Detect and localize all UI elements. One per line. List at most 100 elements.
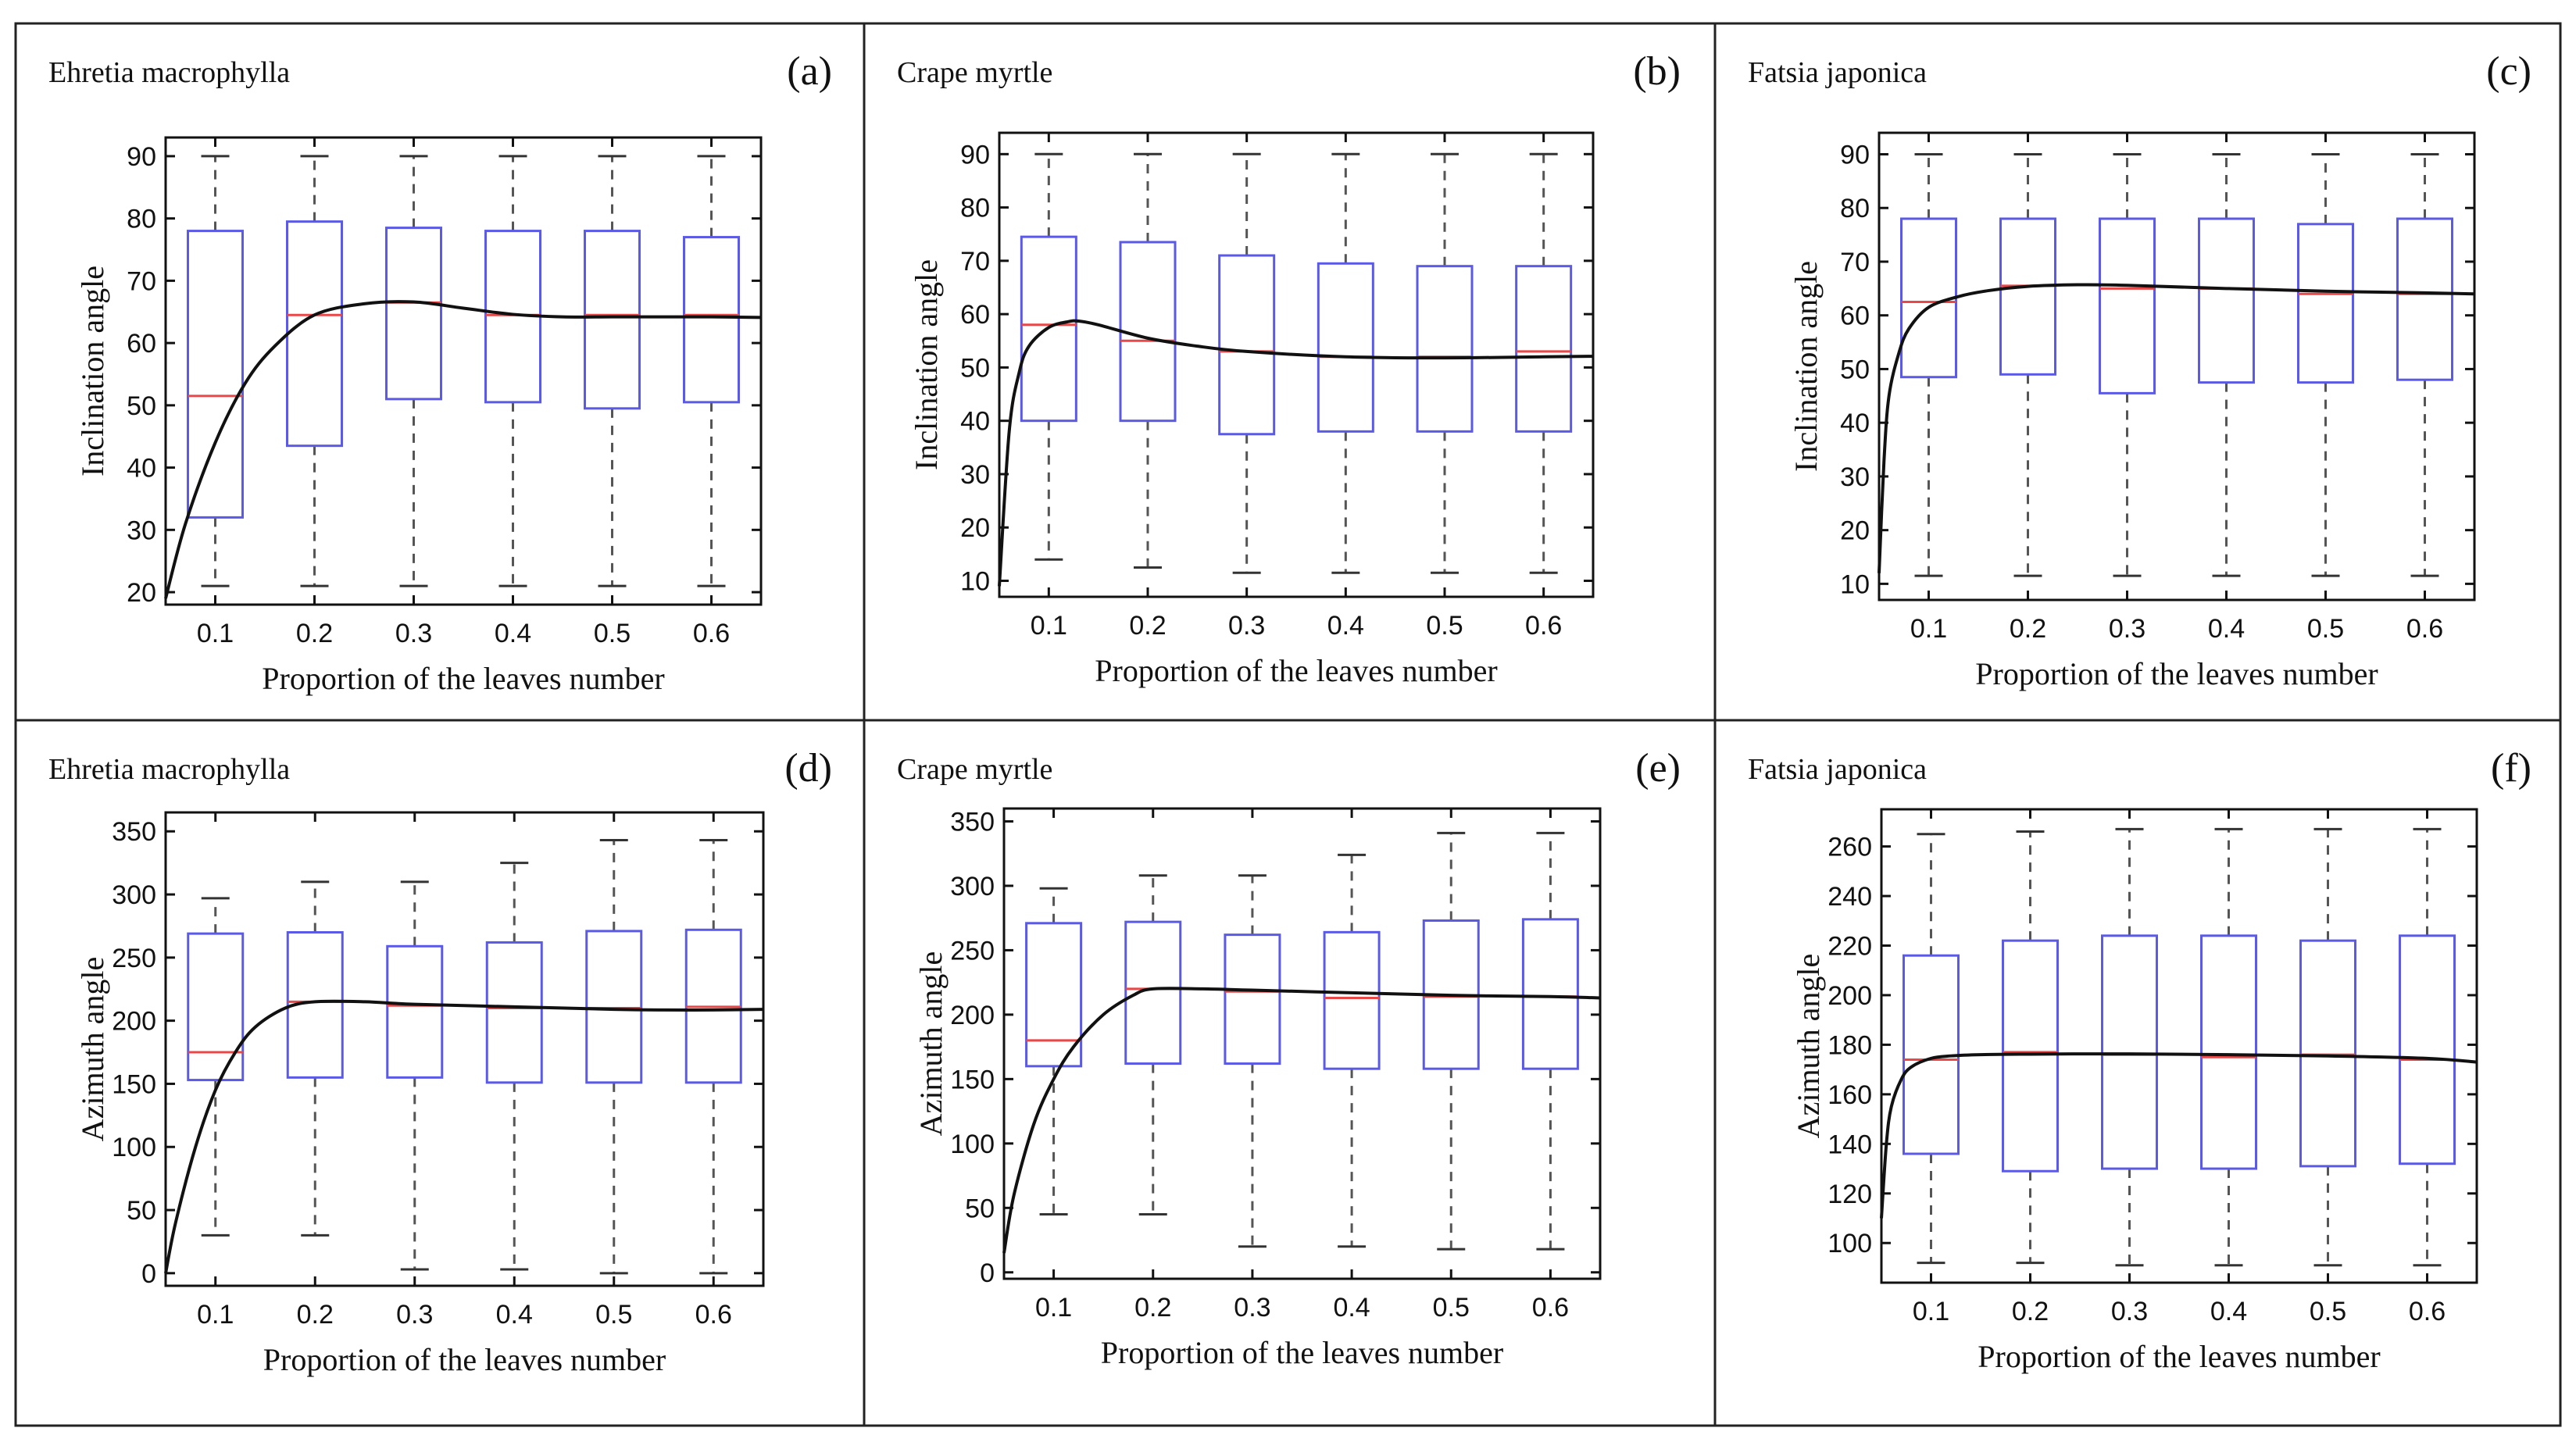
box-iqr [1999,217,2056,376]
y-tick-label: 100 [1827,1229,1872,1258]
x-axis-label: Proportion of the leaves number [1095,653,1497,688]
box-iqr [2299,939,2356,1168]
box-iqr [2200,934,2257,1170]
y-tick-label: 150 [112,1069,156,1099]
y-tick-label: 30 [1840,462,1870,492]
x-tick-label: 0.5 [2307,614,2344,644]
panel-letter: (f) [2491,746,2531,791]
fit-curve [1002,987,1601,1254]
y-tick-label: 80 [1840,194,1870,223]
y-axis-label: Azimuth angle [913,951,949,1137]
x-tick-label: 0.4 [1327,611,1364,641]
fit-curve [1880,1052,2478,1219]
panel-title: Crape myrtle [897,753,1052,786]
y-tick-label: 350 [112,817,156,847]
box-iqr [2396,217,2453,381]
box-0.1 [187,155,244,587]
x-tick-label: 0.2 [297,1300,334,1330]
y-axis-label: Inclination angle [75,266,110,477]
y-tick-label: 60 [960,300,990,330]
box-iqr [187,230,244,519]
x-tick-label: 0.1 [197,619,234,648]
y-tick-label: 300 [112,880,156,910]
y-tick-label: 10 [1840,569,1870,599]
x-tick-label: 0.6 [695,1300,732,1330]
y-tick-label: 80 [127,205,156,234]
y-axis-label: Inclination angle [1788,261,1824,472]
x-tick-label: 0.2 [1129,611,1166,641]
y-tick-label: 200 [1827,981,1872,1011]
x-tick-label: 0.4 [496,1300,533,1330]
y-tick-label: 40 [127,454,156,484]
panel-b: Crape myrtle (b) 10 20 30 40 50 60 70 80 90 0.1 0.2 0… [897,49,1681,688]
y-tick-label: 50 [965,1194,995,1223]
panel-frame [14,22,2562,1427]
x-axis-label: Proportion of the leaves number [263,1342,666,1377]
x-tick-label: 0.4 [1333,1293,1370,1323]
box-0.5 [2297,152,2354,577]
y-tick-label: 240 [1827,882,1872,912]
panel-f: Fatsia japonica (f) 100 120 140 160 180 200 220 2… [1748,746,2531,1374]
panel-title: Crape myrtle [897,56,1052,89]
box-iqr [2101,934,2158,1170]
y-tick-label: 20 [127,578,156,608]
box-0.6 [1515,152,1573,574]
y-tick-label: 60 [127,329,156,359]
box-iqr [585,930,643,1084]
y-tick-label: 160 [1827,1080,1872,1110]
x-axis-label: Proportion of the leaves number [262,661,664,696]
x-tick-label: 0.5 [2310,1297,2346,1326]
panel-title: Fatsia japonica [1748,56,1927,89]
x-tick-label: 0.3 [1234,1293,1270,1323]
x-tick-label: 0.4 [2210,1297,2247,1326]
panel-letter: (a) [787,49,832,94]
box-0.3 [386,880,444,1271]
box-0.1 [1903,833,1960,1265]
x-tick-label: 0.5 [595,1300,632,1330]
y-tick-label: 70 [960,247,990,277]
x-tick-label: 0.3 [1228,611,1265,641]
y-tick-label: 120 [1827,1180,1872,1209]
plot-frame [164,811,765,1287]
box-iqr [1020,235,1077,423]
y-tick-label: 50 [127,1196,156,1226]
y-tick-label: 60 [1840,302,1870,331]
y-axis-label: Azimuth angle [1791,954,1826,1139]
box-iqr [385,227,442,401]
plot-frame [998,131,1595,598]
panel-e: Crape myrtle (e) 0 50 100 150 200 250 300 350 0.1 0… [897,746,1681,1370]
box-0.1 [1020,152,1077,561]
x-tick-label: 0.1 [1031,611,1067,641]
y-tick-label: 220 [1827,932,1872,962]
y-axis-label: Inclination angle [909,259,944,470]
fit-curve [164,999,764,1274]
fit-curve [1878,283,2475,573]
panel-title: Fatsia japonica [1748,753,1927,786]
box-iqr [1317,262,1374,433]
panel-letter: (d) [784,746,832,791]
box-iqr [1515,265,1573,433]
fit-curve [998,319,1594,587]
x-tick-label: 0.6 [1525,611,1562,641]
x-tick-label: 0.2 [2012,1297,2049,1326]
panels: Ehretia macrophylla (a) 20 30 40 50 60 70 80 90 0.… [48,49,2531,1377]
box-iqr [386,944,444,1079]
x-tick-label: 0.1 [197,1300,234,1330]
x-tick-label: 0.2 [296,619,333,648]
x-tick-label: 0.2 [2010,614,2046,644]
y-tick-label: 200 [112,1007,156,1037]
x-tick-label: 0.6 [2406,614,2443,644]
plot-frame [1002,807,1602,1280]
x-tick-label: 0.6 [2409,1297,2446,1326]
y-tick-label: 30 [127,516,156,545]
y-tick-label: 100 [112,1133,156,1162]
box-0.3 [2101,827,2158,1267]
y-tick-label: 350 [950,807,995,837]
y-tick-label: 20 [960,513,990,543]
y-tick-label: 260 [1827,833,1872,862]
box-0.4 [485,862,543,1271]
x-tick-label: 0.2 [1134,1293,1171,1323]
y-tick-label: 50 [1840,355,1870,384]
